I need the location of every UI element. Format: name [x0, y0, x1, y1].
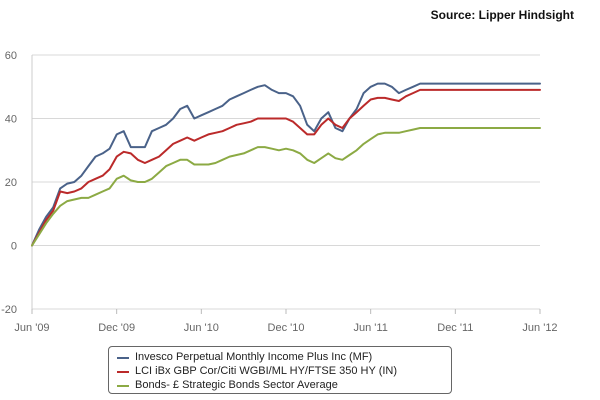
legend-item-bonds: Bonds- £ Strategic Bonds Sector Average	[117, 379, 443, 392]
y-tick-label: 0	[11, 241, 17, 253]
x-tick-label: Jun '12	[522, 322, 557, 334]
legend-swatch	[117, 370, 129, 373]
x-tick-label: Jun '10	[184, 322, 219, 334]
x-tick-label: Dec '10	[268, 322, 305, 334]
y-tick-label: 40	[5, 114, 17, 126]
legend: Invesco Perpetual Monthly Income Plus In…	[108, 346, 452, 394]
label-layer: -20 0 20 40 60 Jun '09 Dec '09 Jun '10 Dec '10 Ju…	[1, 50, 557, 334]
legend-label: Invesco Perpetual Monthly Income Plus In…	[135, 351, 373, 363]
legend-swatch	[117, 356, 129, 359]
legend-label: Bonds- £ Strategic Bonds Sector Average	[135, 379, 338, 391]
legend-label: LCI iBx GBP Cor/Citi WGBI/ML HY/FTSE 350…	[135, 365, 398, 377]
source-label: Source: Lipper Hindsight	[430, 8, 574, 22]
series-layer	[31, 82, 541, 247]
series-line	[31, 127, 541, 247]
legend-item-lci: LCI iBx GBP Cor/Citi WGBI/ML HY/FTSE 350…	[117, 365, 443, 378]
y-tick-label: 20	[5, 177, 17, 189]
axis-layer	[31, 55, 541, 314]
series-line	[31, 88, 541, 247]
y-tick-label: 60	[5, 50, 17, 62]
x-tick-label: Jun '11	[354, 322, 388, 334]
legend-swatch	[117, 384, 129, 387]
x-tick-label: Dec '11	[437, 322, 473, 334]
series-line	[31, 82, 541, 247]
legend-item-invesco: Invesco Perpetual Monthly Income Plus In…	[117, 351, 443, 364]
x-tick-label: Dec '09	[98, 322, 135, 334]
x-tick-label: Jun '09	[14, 322, 49, 334]
y-tick-label: -20	[1, 304, 17, 316]
